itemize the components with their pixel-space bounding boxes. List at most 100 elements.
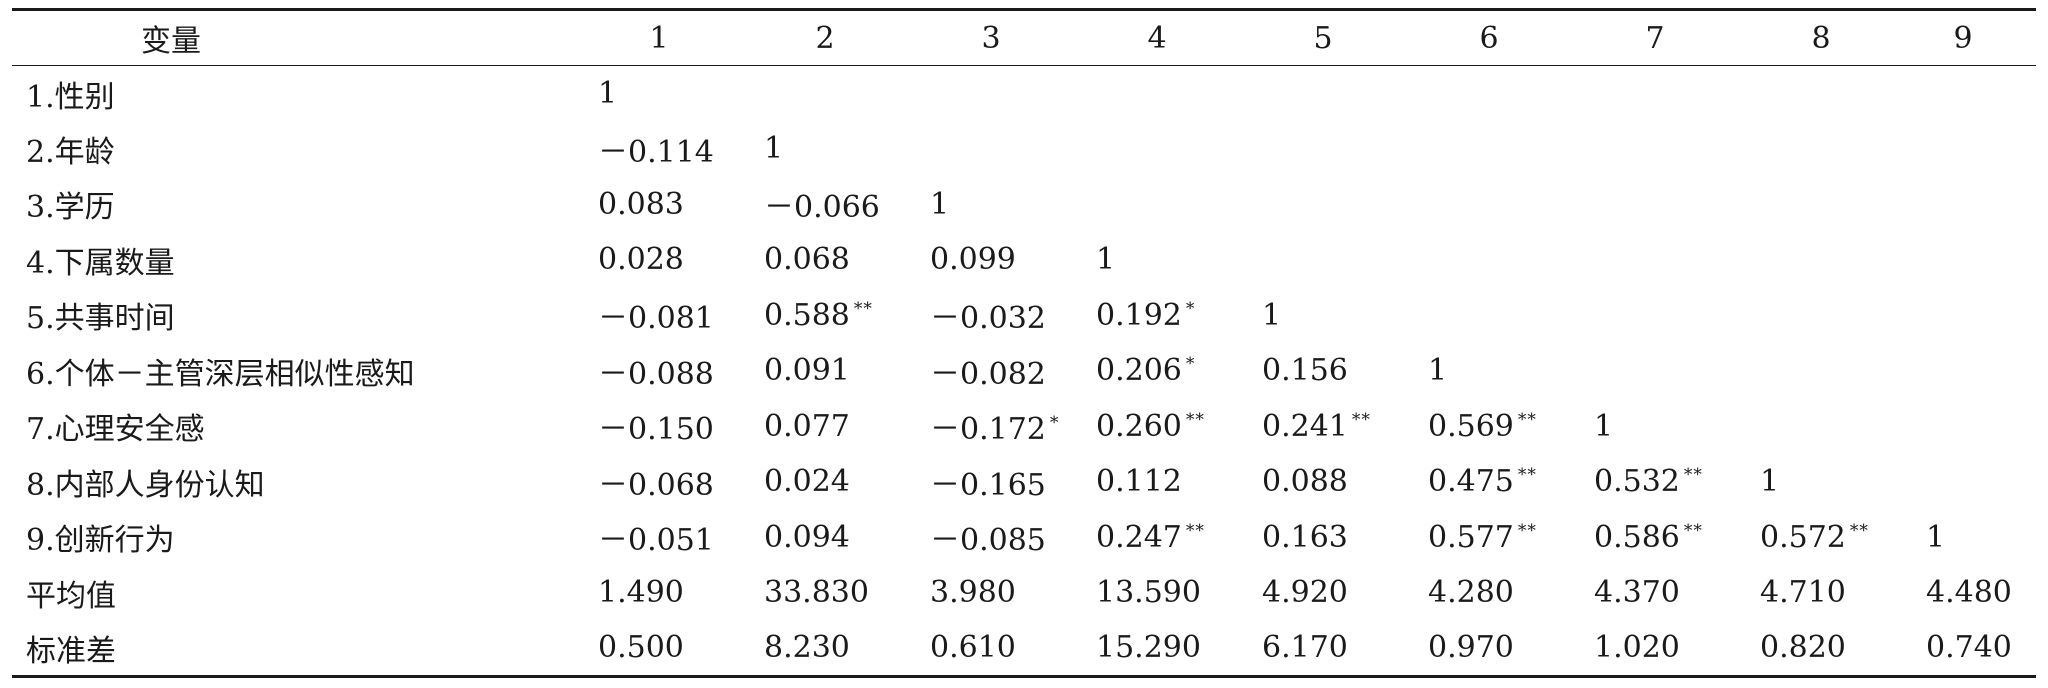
table-cell: 6.170 [1254, 620, 1420, 678]
table-cell: 8.230 [756, 620, 922, 678]
table-cell: 0.586 ** [1586, 510, 1752, 566]
cell-value: －0.172 [930, 412, 1046, 448]
cell-value: －0.088 [598, 356, 714, 392]
table-body: 1.性别 1 2.年龄 －0.114 1 3.学历 0.083 －0.066 1 4.下属数量 0.… [12, 66, 2036, 678]
table-cell: 15.290 [1088, 620, 1254, 678]
table-cell: 0.500 [590, 620, 756, 678]
cell-value: 0.500 [598, 630, 684, 665]
header-col-3: 3 [922, 8, 1088, 66]
table-cell: －0.081 [590, 288, 756, 344]
table-cell [1254, 66, 1420, 122]
cell-value: 0.206 [1096, 353, 1182, 389]
significance-marker: * [1185, 298, 1196, 319]
cell-value: 0.241 [1262, 408, 1348, 444]
header-col-9: 9 [1918, 8, 2036, 66]
table-cell [1752, 232, 1918, 288]
table-cell: 0.970 [1420, 620, 1586, 678]
cell-value: －0.085 [930, 523, 1046, 559]
table-cell: 13.590 [1088, 565, 1254, 621]
table-cell: 0.577 ** [1420, 510, 1586, 566]
table-cell [1088, 121, 1254, 177]
table-row: 7.心理安全感 －0.150 0.077 －0.172 * 0.260 ** 0.241 ** 0… [12, 399, 2036, 455]
table-row: 6.个体－主管深层相似性感知 －0.088 0.091 －0.082 0.206 * 0.1… [12, 343, 2036, 399]
header-variable: 变量 [12, 8, 590, 66]
cell-value: 0.094 [764, 519, 850, 555]
table-cell: 0.572 ** [1752, 510, 1918, 566]
cell-value: 0.163 [1262, 519, 1348, 555]
table-cell: －0.051 [590, 510, 756, 566]
correlation-table: 变量 1 2 3 4 5 6 7 8 9 1.性别 1 2.年龄 －0.114 1 3.学历 0.083 －0.… [12, 8, 2036, 678]
row-label: 5.共事时间 [26, 301, 175, 337]
table-cell [1586, 66, 1752, 122]
table-cell: 4.710 [1752, 565, 1918, 621]
table-cell [1586, 343, 1752, 399]
cell-value: 0.088 [1262, 464, 1348, 500]
table-cell: －0.082 [922, 343, 1088, 399]
significance-marker: ** [1517, 409, 1537, 430]
table-cell: 33.830 [756, 565, 922, 621]
cell-value: －0.150 [598, 412, 714, 448]
table-cell [1918, 399, 2036, 455]
table-row: 标准差 0.500 8.230 0.610 15.290 6.170 0.970 1.020 0… [12, 620, 2036, 678]
table-cell: 1.020 [1586, 620, 1752, 678]
cell-value: 1 [930, 186, 950, 222]
table-row: 5.共事时间 －0.081 0.588 ** －0.032 0.192 * 1 [12, 288, 2036, 344]
table-cell [1752, 121, 1918, 177]
table-cell [1254, 177, 1420, 233]
table-cell: 3.980 [922, 565, 1088, 621]
table-cell: 1 [1254, 288, 1420, 344]
significance-marker: ** [1683, 520, 1703, 541]
table-cell: 0.028 [590, 232, 756, 288]
cell-value: －0.082 [930, 356, 1046, 392]
table-cell [1752, 66, 1918, 122]
cell-value: 0.083 [598, 186, 684, 222]
table-cell: －0.165 [922, 454, 1088, 510]
cell-value: 0.024 [764, 464, 850, 500]
cell-value: 33.830 [764, 575, 869, 611]
table-header-row: 变量 1 2 3 4 5 6 7 8 9 [12, 8, 2036, 66]
table-cell [1420, 177, 1586, 233]
table-cell [1752, 288, 1918, 344]
table-cell: －0.172 * [922, 399, 1088, 455]
cell-value: 0.569 [1428, 408, 1514, 444]
cell-value: 0.077 [764, 408, 850, 444]
table-cell: 4.280 [1420, 565, 1586, 621]
table-cell: －0.088 [590, 343, 756, 399]
header-col-5: 5 [1254, 8, 1420, 66]
row-label: 4.下属数量 [26, 245, 175, 281]
table-cell: －0.066 [756, 177, 922, 233]
table-cell: 4.480 [1918, 565, 2036, 621]
table-cell: 1 [922, 177, 1088, 233]
table-cell: 0.260 ** [1088, 399, 1254, 455]
table-cell [1918, 454, 2036, 510]
cell-value: 3.980 [930, 575, 1016, 611]
table-cell: 0.820 [1752, 620, 1918, 678]
table-cell: 0.091 [756, 343, 922, 399]
table-cell: －0.068 [590, 454, 756, 510]
cell-value: 0.260 [1096, 408, 1182, 444]
cell-value: 0.588 [764, 297, 850, 333]
table-cell [756, 66, 922, 122]
cell-value: 0.740 [1926, 630, 2012, 665]
cell-value: －0.165 [930, 467, 1046, 503]
cell-value: 0.192 [1096, 297, 1182, 333]
table-cell: 0.088 [1254, 454, 1420, 510]
table-cell: 0.024 [756, 454, 922, 510]
cell-value: 1 [1428, 353, 1448, 389]
table-cell [1420, 121, 1586, 177]
cell-value: 1 [1594, 408, 1614, 444]
cell-value: 0.577 [1428, 519, 1514, 555]
table-cell: 1 [1586, 399, 1752, 455]
cell-value: 1 [1926, 519, 1946, 555]
table-cell [1088, 177, 1254, 233]
significance-marker: * [1049, 413, 1060, 434]
table-cell: 0.099 [922, 232, 1088, 288]
table-cell: 0.475 ** [1420, 454, 1586, 510]
table-row: 平均值 1.490 33.830 3.980 13.590 4.920 4.280 4.370… [12, 565, 2036, 621]
table-cell: 0.241 ** [1254, 399, 1420, 455]
table-cell: 1 [756, 121, 922, 177]
table-cell [922, 66, 1088, 122]
cell-value: 0.532 [1594, 464, 1680, 500]
table-cell [1254, 121, 1420, 177]
table-cell: 1 [1918, 510, 2036, 566]
